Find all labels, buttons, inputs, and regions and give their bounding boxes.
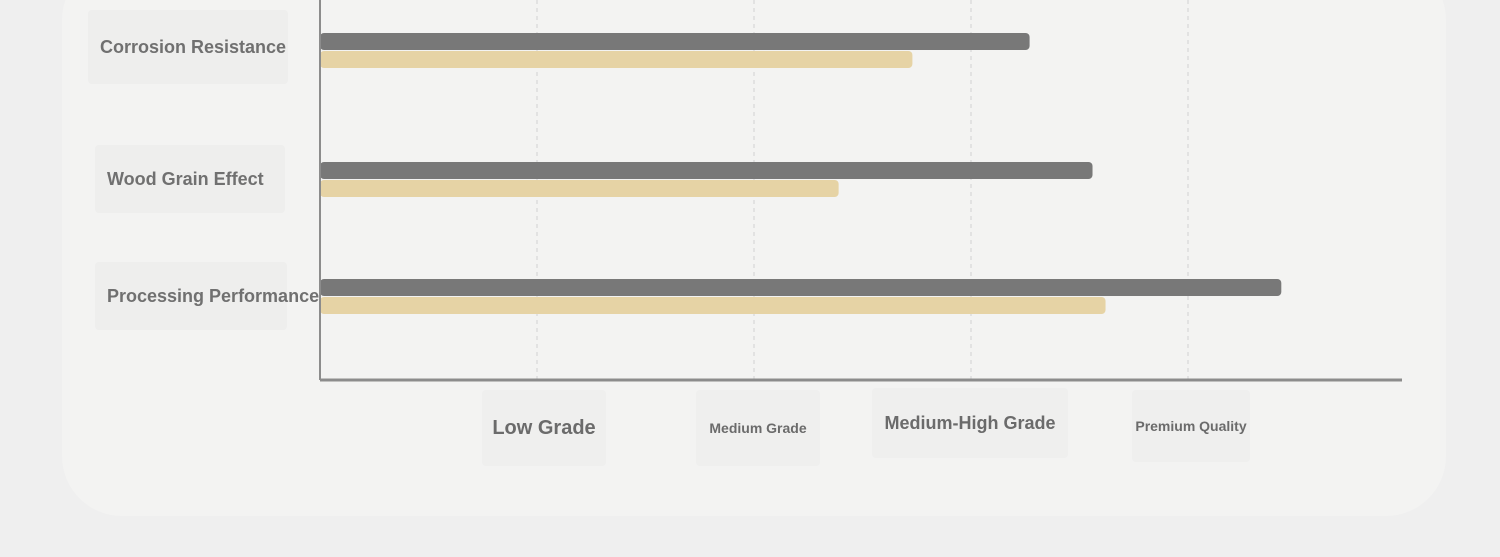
bars [320, 33, 1282, 314]
bar-2-series-1 [320, 162, 1093, 179]
x-tick-label-4: Premium Quality [1132, 390, 1250, 462]
bar-1-series-1 [320, 33, 1030, 50]
bar-3-series-1 [320, 279, 1282, 296]
bar-1-series-2 [320, 51, 913, 68]
bar-2-series-2 [320, 180, 839, 197]
category-label-3: Processing Performance [95, 262, 319, 330]
bar-3-series-2 [320, 297, 1106, 314]
category-label-2: Wood Grain Effect [95, 145, 285, 213]
x-tick-label-2: Medium Grade [696, 390, 820, 466]
category-label-1: Corrosion Resistance [88, 10, 288, 84]
x-tick-label-3: Medium-High Grade [872, 388, 1068, 458]
x-tick-label-1: Low Grade [482, 390, 606, 466]
